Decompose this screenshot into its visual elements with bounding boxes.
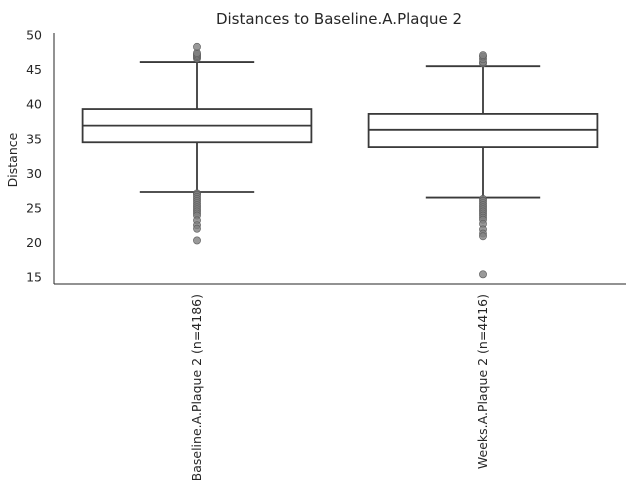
outlier-point — [479, 232, 487, 241]
x-category-label: Baseline.A.Plaque 2 (n=4186) — [189, 294, 204, 480]
y-tick-label: 30 — [26, 166, 42, 181]
y-tick-label: 35 — [26, 131, 42, 146]
outlier-point — [479, 51, 487, 60]
outlier-point — [479, 270, 487, 279]
y-tick-label: 20 — [26, 235, 42, 250]
y-tick-label: 15 — [26, 270, 42, 285]
outlier-point — [193, 236, 201, 245]
y-tick-label: 45 — [26, 62, 42, 77]
plot-area: 15 20 25 30 35 40 45 50 Baseline.A.Plaque 2 (n=4… — [26, 28, 626, 480]
y-tick-label: 50 — [26, 28, 42, 43]
outlier-point — [193, 42, 201, 51]
x-category-label: Weeks.A.Plaque 2 (n=4416) — [475, 294, 490, 469]
y-tick-label: 40 — [26, 97, 42, 112]
y-tick-label: 25 — [26, 200, 42, 215]
outlier-point — [193, 224, 201, 233]
y-axis-label: Distance — [5, 132, 20, 187]
chart-title: Distances to Baseline.A.Plaque 2 — [216, 10, 462, 28]
